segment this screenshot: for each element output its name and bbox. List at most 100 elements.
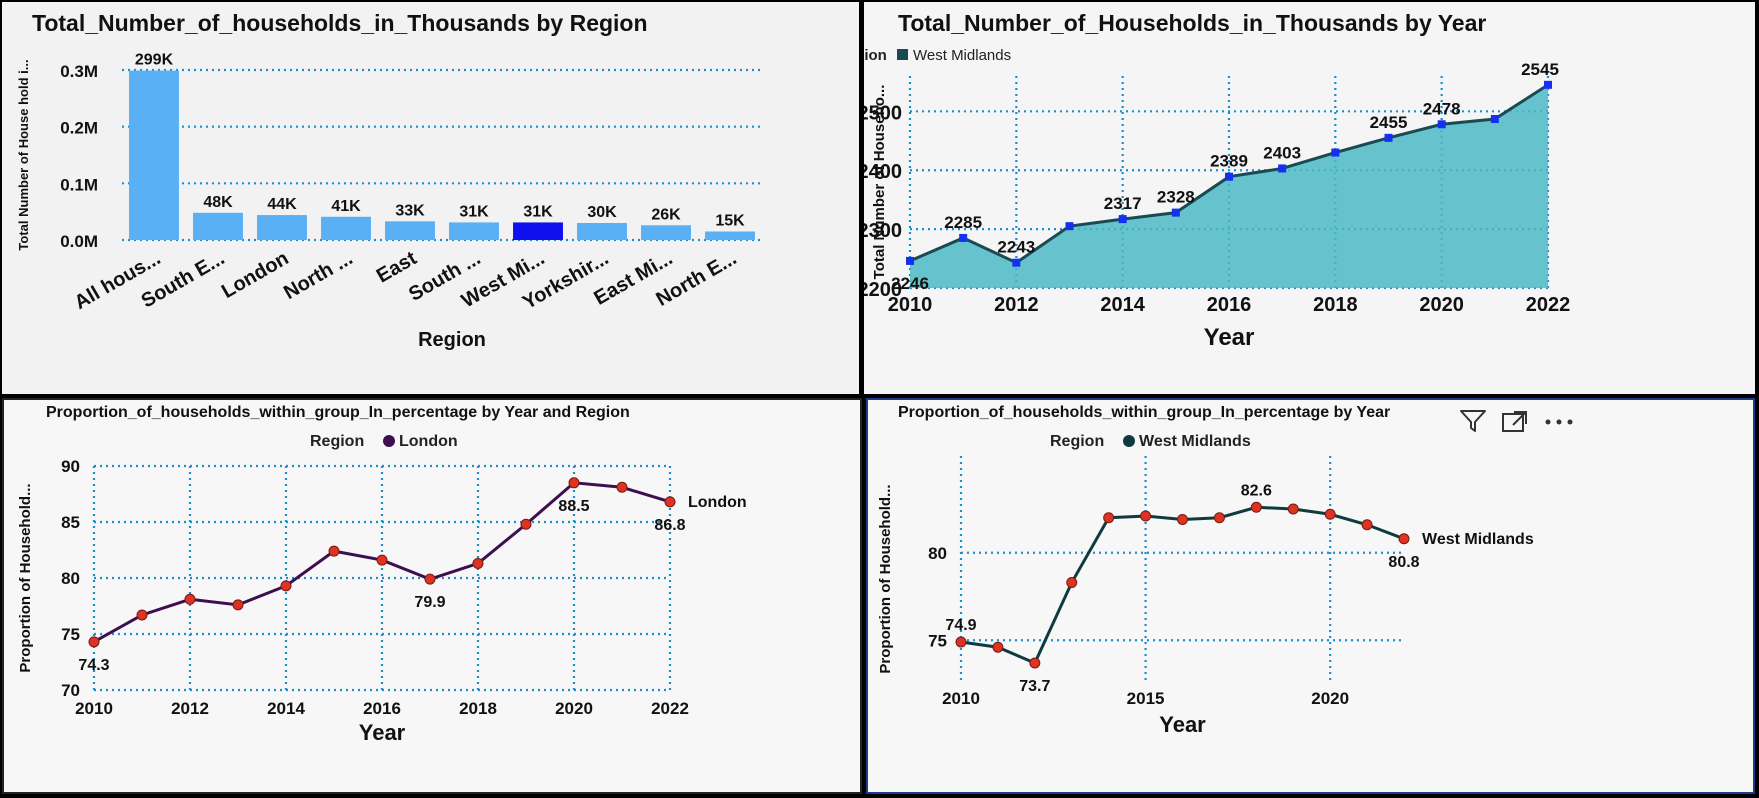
bar (577, 223, 627, 240)
data-point-marker (1171, 208, 1180, 217)
data-point-marker (136, 609, 148, 621)
bar (705, 231, 755, 240)
data-label: 2478 (1423, 99, 1461, 118)
y-axis-title: Total Number of Househo... (871, 85, 888, 280)
data-point-marker (664, 496, 676, 508)
data-label: 2389 (1210, 152, 1248, 171)
focus-mode-icon[interactable] (1500, 408, 1530, 434)
x-tick-label: 2020 (555, 699, 593, 718)
x-tick-label: 2015 (1127, 689, 1165, 708)
data-point-marker (1544, 80, 1552, 89)
bar-data-label: 15K (715, 213, 745, 230)
y-tick-label: 2400 (864, 161, 902, 183)
data-point-marker (1361, 519, 1373, 531)
plot-area: 2200 2300 2400 2500 2010 2012 2014 2016 2018 2020… (864, 47, 1570, 351)
data-point-marker (1437, 120, 1446, 129)
data-point-marker (1250, 501, 1262, 513)
filter-icon[interactable] (1458, 408, 1488, 434)
data-point-marker (520, 518, 532, 530)
y-tick-label: 80 (928, 544, 947, 563)
bar (129, 70, 179, 240)
y-tick-label: 0.2M (60, 119, 98, 138)
x-axis-title: Year (1204, 324, 1255, 351)
data-label: 79.9 (414, 594, 445, 611)
chart-title: Total_Number_of_households_in_Thousands … (32, 10, 648, 36)
chart-title: Total_Number_of_Households_in_Thousands … (898, 10, 1487, 36)
y-tick-label: 0.1M (60, 175, 98, 194)
y-tick-label: 2500 (864, 102, 902, 124)
bar (449, 222, 499, 240)
x-tick-label: 2016 (1207, 294, 1252, 316)
data-point-marker (376, 554, 388, 566)
x-tick-label: 2010 (75, 699, 113, 718)
bar (257, 215, 307, 240)
data-label: 2285 (944, 213, 982, 232)
data-label: 2243 (997, 238, 1035, 257)
data-point-marker (955, 636, 967, 648)
x-tick-label: North ... (280, 247, 356, 304)
data-point-marker (1065, 222, 1074, 231)
y-tick-label: 2200 (864, 279, 902, 301)
x-tick-label: 2010 (888, 294, 933, 316)
x-tick-label: 2016 (363, 699, 401, 718)
y-tick-label: 0.3M (60, 62, 98, 81)
data-point-marker (1287, 503, 1299, 515)
x-tick-label: 2018 (459, 699, 497, 718)
y-tick-label: 90 (61, 457, 80, 476)
data-label: 2328 (1157, 188, 1195, 207)
x-tick-label: 2020 (1419, 294, 1464, 316)
data-point-marker (616, 481, 628, 493)
x-tick-label: 2012 (994, 294, 1039, 316)
bar-data-label: 299K (135, 52, 174, 69)
bar-data-label: 33K (395, 202, 425, 219)
data-label: 2246 (891, 274, 929, 293)
x-tick-label: London (218, 247, 292, 303)
data-point-marker (1398, 533, 1410, 545)
legend-label: West Midlands (1139, 433, 1251, 450)
more-options-icon[interactable] (1542, 410, 1578, 430)
bar (193, 212, 243, 240)
data-point-marker (568, 477, 580, 489)
series-end-label: London (688, 494, 747, 511)
data-point-marker (1384, 133, 1393, 142)
data-point-marker (1490, 114, 1499, 123)
data-point-marker (328, 545, 340, 557)
data-point-marker (232, 599, 244, 611)
x-tick-label: 2020 (1311, 689, 1349, 708)
data-point-marker (1213, 512, 1225, 524)
data-point-marker (1066, 577, 1078, 588)
data-label: 2317 (1104, 194, 1142, 213)
legend-swatch (897, 49, 908, 60)
legend-title: Region (1050, 433, 1104, 450)
west-midlands-line-chart-panel: Proportion_of_households_within_group_In… (866, 398, 1755, 794)
y-tick-label: 70 (61, 681, 80, 700)
data-point-marker (992, 641, 1004, 653)
x-tick-label: 2010 (942, 689, 980, 708)
bar-data-label: 31K (459, 203, 489, 220)
bar-data-label: 26K (651, 206, 681, 223)
y-tick-label: 80 (61, 569, 80, 588)
data-point-marker (424, 573, 436, 585)
legend-label: West Midlands (913, 47, 1011, 64)
x-axis-title: Region (418, 329, 486, 351)
y-axis-title: Proportion of Household... (17, 483, 34, 672)
bar-data-label: 31K (523, 203, 553, 220)
london-line-chart: 70 75 80 85 90 2010 2012 2014 2016 2018 2020 2022 74… (17, 433, 747, 745)
legend-title: Region (310, 433, 364, 450)
data-point-marker (280, 580, 292, 592)
data-point-marker (1140, 510, 1152, 522)
area-fill (910, 84, 1548, 288)
data-point-marker (1278, 164, 1287, 173)
data-point-marker (1225, 172, 1233, 181)
legend-title: Region (864, 47, 887, 64)
data-label: 73.7 (1019, 678, 1050, 695)
data-point-marker (906, 256, 914, 265)
data-point-marker (1029, 657, 1041, 669)
region-bar-chart-panel: Total_Number_of_households_in_Thousands … (2, 2, 859, 394)
data-point-marker (1177, 514, 1188, 525)
data-point-marker (1331, 148, 1340, 157)
x-tick-label: 2014 (1100, 294, 1145, 316)
x-tick-label: 2018 (1313, 294, 1358, 316)
data-point-marker (1012, 258, 1021, 267)
